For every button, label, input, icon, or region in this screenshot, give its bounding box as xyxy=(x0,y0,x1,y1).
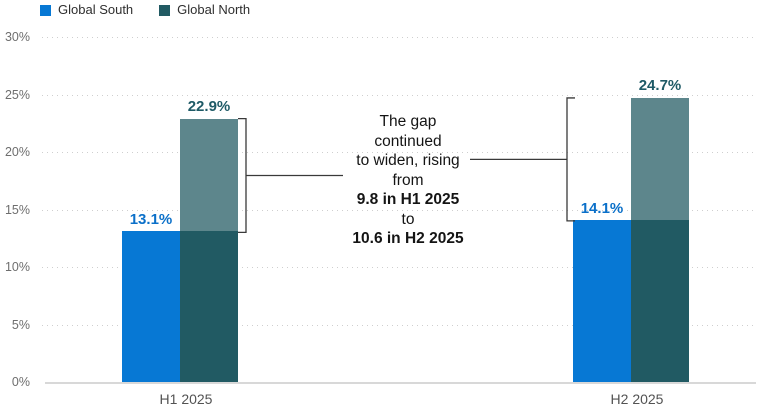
bar-global-north-overlap-h2-2025[interactable] xyxy=(631,219,689,382)
annotation-line-1: The gap xyxy=(379,113,437,130)
x-tick-label-1: H1 2025 xyxy=(159,391,213,407)
annotation-line-7: 10.6 in H2 2025 xyxy=(352,230,464,247)
legend-swatch-global-south-icon xyxy=(40,4,51,16)
x-tick-label-2: H2 2025 xyxy=(610,391,664,407)
legend-item-global-south[interactable]: Global South xyxy=(40,3,133,17)
y-tick-label-25pct: 25% xyxy=(4,87,30,102)
legend-swatch-global-north-icon xyxy=(159,4,171,16)
annotation-line-5: 9.8 in H1 2025 xyxy=(356,191,460,208)
gridline-5pct xyxy=(42,324,756,326)
gridline-15pct xyxy=(42,209,756,211)
annotation-line-6: to xyxy=(401,210,415,228)
value-label-global-south-2: 14.1% xyxy=(580,199,624,217)
gridline-25pct xyxy=(42,94,756,96)
bar-global-south-h1-2025[interactable] xyxy=(122,231,180,382)
y-tick-label-15pct: 15% xyxy=(4,202,30,217)
bar-global-north-overlap-h1-2025[interactable] xyxy=(180,231,238,382)
gridline-10pct xyxy=(42,267,756,268)
gridline-30pct xyxy=(42,37,756,38)
legend-label-global-north: Global North xyxy=(177,2,251,17)
gap-bracket-h1 xyxy=(238,118,247,233)
annotation-line-3: to widen, rising xyxy=(356,152,460,169)
y-tick-label-30pct: 30% xyxy=(4,30,30,44)
y-tick-label-20pct: 20% xyxy=(4,145,30,159)
legend-item-global-north[interactable]: Global North xyxy=(159,3,250,17)
value-label-global-south-1: 13.1% xyxy=(129,211,173,229)
annotation-line-2: continued xyxy=(374,132,442,150)
y-tick-label-0pct: 0% xyxy=(11,375,30,389)
value-label-global-north-2: 24.7% xyxy=(638,76,682,94)
value-label-global-north-1: 22.9% xyxy=(187,97,231,115)
bar-global-north-gap-h2-2025[interactable] xyxy=(631,97,689,220)
y-tick-label-10pct: 10% xyxy=(4,260,30,274)
legend-label-global-south: Global South xyxy=(58,2,134,17)
bar-global-north-gap-h1-2025[interactable] xyxy=(180,118,238,232)
gridline-20pct xyxy=(42,152,756,153)
bar-global-south-h2-2025[interactable] xyxy=(573,219,631,382)
legend: Global South Global North xyxy=(40,3,250,17)
gap-annotation: The gap continued to widen, rising from 9.8 … xyxy=(330,112,486,249)
y-tick-label-5pct: 5% xyxy=(11,317,30,332)
annotation-line-4: from xyxy=(392,171,424,189)
x-axis-line xyxy=(45,382,756,384)
